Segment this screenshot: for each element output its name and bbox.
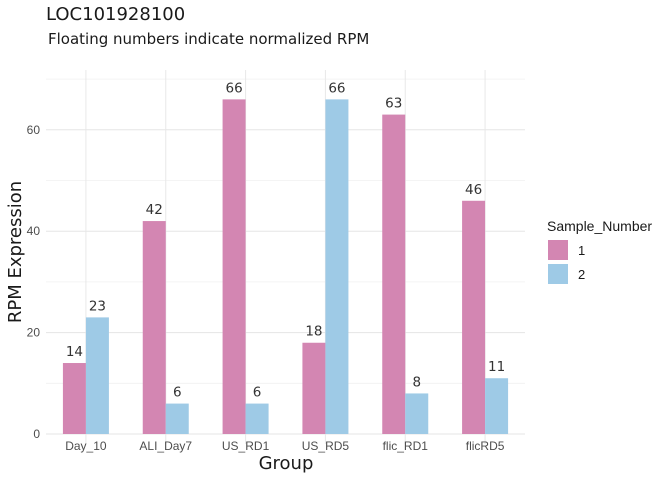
bar-value-label: 14	[66, 344, 83, 360]
bar-value-label: 11	[488, 359, 505, 375]
x-axis-ticks: Day_10 ALI_Day7 US_RD1 US_RD5 flic_RD1 flicRD…	[65, 439, 505, 453]
bars	[62, 99, 509, 434]
y-axis-ticks: 0 20 40 60	[27, 123, 41, 441]
bar-series-2	[325, 99, 349, 434]
y-tick-label: 40	[27, 224, 41, 238]
y-tick-label: 60	[27, 123, 41, 137]
bar-series-1	[142, 221, 166, 434]
bar-series-1	[302, 342, 326, 434]
y-axis-title: RPM Expression	[5, 181, 26, 323]
bar-value-label: 6	[253, 385, 262, 401]
bar-value-label: 66	[328, 80, 345, 96]
bar-series-2	[245, 403, 269, 434]
bar-value-label: 46	[465, 182, 482, 198]
y-tick-label: 0	[33, 427, 40, 441]
legend-title: Sample_Number	[547, 218, 652, 234]
x-tick-label: US_RD5	[302, 439, 350, 453]
bar-series-2	[485, 378, 509, 434]
legend-label-series-2: 2	[578, 267, 585, 282]
bar-series-1	[62, 363, 86, 434]
bar-value-label: 42	[146, 202, 163, 218]
x-tick-label: Day_10	[65, 439, 107, 453]
x-axis-title: Group	[259, 453, 314, 474]
bar-value-label: 8	[412, 374, 421, 390]
legend-swatch-series-2	[548, 264, 568, 284]
bar-series-2	[405, 393, 429, 434]
bar-series-1	[222, 99, 246, 434]
legend: Sample_Number 1 2	[547, 218, 652, 284]
legend-label-series-1: 1	[578, 243, 585, 258]
chart-title: LOC101928100	[46, 4, 185, 25]
x-tick-label: US_RD1	[222, 439, 270, 453]
bar-value-label: 66	[225, 80, 242, 96]
bar-series-2	[165, 403, 189, 434]
bar-value-label: 18	[305, 324, 322, 340]
bar-series-1	[382, 114, 406, 434]
bar-value-label: 63	[385, 96, 402, 112]
bar-value-label: 23	[89, 298, 106, 314]
bar-series-1	[462, 200, 486, 434]
bar-value-label: 6	[173, 385, 182, 401]
plot-grid	[46, 70, 525, 444]
bar-series-2	[85, 317, 109, 434]
x-tick-label: flicRD5	[466, 439, 505, 453]
x-tick-label: ALI_Day7	[139, 439, 192, 453]
y-tick-label: 20	[27, 326, 41, 340]
chart-subtitle: Floating numbers indicate normalized RPM	[48, 30, 369, 48]
x-tick-label: flic_RD1	[383, 439, 429, 453]
legend-swatch-series-1	[548, 240, 568, 260]
